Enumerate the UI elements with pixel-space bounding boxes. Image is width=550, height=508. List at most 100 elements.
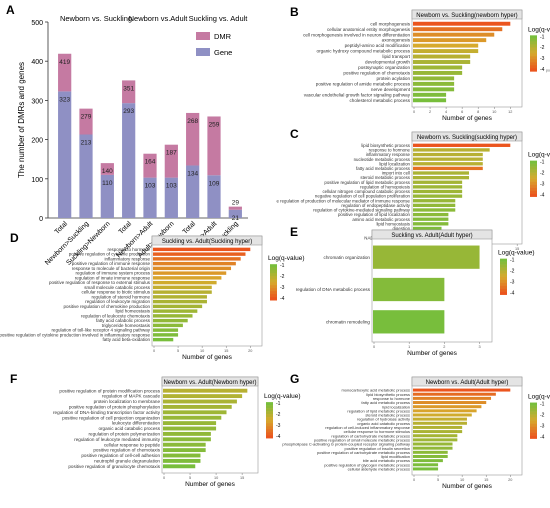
data-label-dmr: 29	[232, 200, 240, 207]
legend-gradient-step	[530, 163, 537, 167]
go-bar	[413, 157, 483, 161]
legend-gradient-step	[530, 402, 537, 406]
go-bar	[413, 203, 456, 208]
go-bar	[413, 208, 456, 212]
go-term-label: regulation of DNA metabolic process	[296, 287, 371, 292]
data-label-gene: 21	[232, 215, 240, 222]
go-bar	[413, 54, 471, 59]
legend-tick-label: -4	[280, 296, 285, 302]
go-bar	[153, 314, 193, 318]
go-bar	[153, 276, 222, 280]
go-term-label: protein localization to membrane	[94, 399, 161, 404]
go-term-label: developmental growth	[365, 60, 410, 65]
go-bar	[413, 409, 477, 413]
legend-gradient-step	[530, 56, 537, 60]
legend-title: Log(q-value)	[264, 393, 301, 400]
bar-dmr	[164, 144, 178, 178]
go-bar	[153, 333, 179, 337]
go-term-label: regulation of endopeptidase activity	[341, 203, 410, 208]
title-strip	[371, 229, 493, 240]
panel-d: D Suckling vs. Adult(Suckling hyper) respo…	[0, 231, 305, 361]
go-bar	[413, 463, 439, 467]
go-bar	[413, 65, 463, 70]
panel-label-a: A	[6, 3, 15, 17]
go-term-label: neutrophil granule degranulation	[94, 459, 160, 464]
legend-tick-label: -1	[510, 258, 515, 264]
x-axis-label: Number of genes	[185, 481, 236, 488]
title-strip	[161, 376, 259, 387]
legend-gradient-step	[530, 44, 537, 48]
data-label-gene: 213	[81, 140, 92, 147]
go-bar	[153, 290, 212, 294]
go-term-label: response to molecule of bacterial origin	[72, 266, 151, 271]
go-term-label: cell morphogenesis	[370, 21, 410, 26]
legend-tick-label: -4	[510, 290, 515, 296]
go-bar	[413, 199, 456, 203]
go-bar	[413, 175, 470, 180]
y-tick-label: 400	[31, 59, 43, 66]
x-tick-label: 0	[163, 476, 165, 480]
panel-label-c: C	[290, 127, 299, 141]
go-bar	[413, 76, 455, 81]
legend-gradient-step	[500, 291, 507, 295]
go-term-label: regulation of leukocyte chemotaxis	[81, 313, 151, 318]
go-bar	[413, 388, 511, 392]
panel-g: G Newborn vs. Adult(Adult hyper) monocarbo…	[282, 372, 550, 490]
go-bar	[413, 171, 470, 175]
legend-title: Log(q-value)	[528, 152, 550, 159]
data-label-dmr: 279	[81, 114, 92, 121]
legend-tick-label: -3	[276, 423, 281, 429]
x-tick-label: 0	[413, 110, 415, 114]
panel-label-d: D	[10, 231, 19, 245]
go-term-label: cellular response to peptide	[104, 442, 161, 447]
go-term-label: positive regulation of amide metabolic p…	[316, 81, 411, 86]
go-bar	[413, 425, 463, 429]
go-bar	[153, 309, 198, 313]
legend-gradient-step	[270, 273, 277, 277]
x-tick-label: Total	[118, 220, 134, 236]
bar-gene	[100, 174, 114, 218]
legend-tick-label: -4	[540, 434, 545, 440]
go-bar	[153, 337, 174, 342]
go-term-label: lipid biosynthetic process	[361, 143, 410, 148]
legend-gradient-step	[530, 68, 537, 72]
legend-gradient-step	[266, 414, 273, 418]
go-term-label: fatty acid catabolic process	[96, 318, 151, 323]
go-bar	[413, 60, 471, 64]
data-label-dmr: 187	[166, 150, 177, 157]
go-bar	[163, 426, 217, 431]
legend-tick-label: -1	[540, 34, 545, 40]
go-bar	[373, 277, 445, 302]
legend-gradient-step	[270, 285, 277, 289]
go-bar	[413, 438, 458, 442]
y-tick-label: 300	[31, 98, 43, 105]
go-term-label: cellular aldehyde metabolic process	[348, 467, 410, 472]
x-tick-label: 5	[437, 478, 439, 482]
panel-b: B Newborn vs. Suckling(newborn hyper) cell…	[290, 5, 550, 122]
x-tick-label: 6	[461, 110, 463, 114]
legend-gradient-step	[500, 267, 507, 271]
x-tick-label: 2	[443, 345, 445, 349]
go-term-label: axonogenesis	[382, 38, 411, 43]
legend-gradient-step	[530, 432, 537, 436]
legend-gradient-step	[266, 402, 273, 406]
x-axis-label: Number of genes	[407, 350, 458, 357]
panel-title: Newborn vs. Adult(Newborn hyper)	[163, 380, 256, 386]
panel-title: Suckling vs. Adult(Suckling hyper)	[162, 239, 252, 245]
go-bar	[413, 442, 453, 446]
legend-tick-label: -2	[510, 269, 515, 275]
panel-title: Newborn vs. Adult(Adult hyper)	[426, 380, 509, 386]
panel-e: E Suckling vs. Adult(Adult hyper) chromati…	[290, 225, 535, 357]
go-bar	[153, 261, 236, 266]
go-term-label: organic acid catabolic process	[357, 421, 410, 426]
bar-dmr	[186, 112, 200, 166]
go-bar	[153, 285, 212, 290]
legend-gradient-step	[530, 411, 537, 415]
bar-gene	[79, 134, 93, 218]
go-bar	[163, 388, 248, 393]
go-term-label: lipid localization	[382, 404, 410, 409]
go-term-label: leukocyte differentiation	[112, 421, 161, 426]
x-tick-label: 1	[408, 345, 410, 349]
legend-gradient-step	[530, 408, 537, 412]
data-label-dmr: 164	[145, 159, 156, 166]
